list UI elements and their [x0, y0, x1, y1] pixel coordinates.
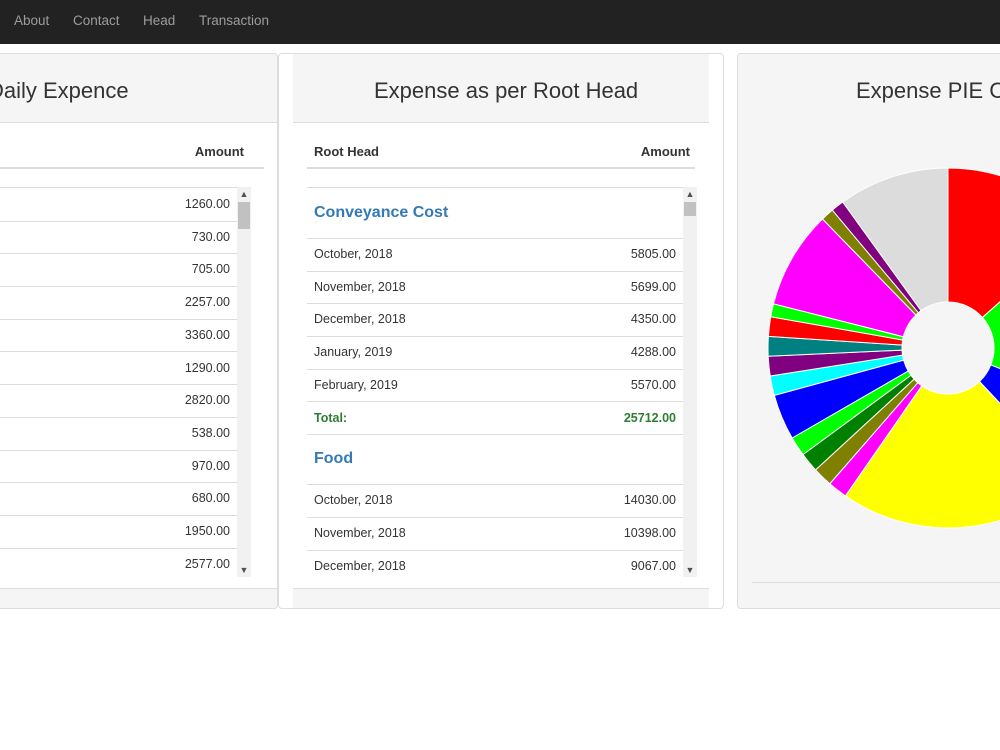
root-head-column-header: Root Head: [314, 144, 379, 159]
row-amount: 1950.00: [184, 524, 230, 538]
daily-expense-row: 538.00: [0, 417, 237, 451]
pie-slice[interactable]: [947, 167, 1000, 319]
daily-expense-row: 3360.00: [0, 319, 237, 353]
expense-pie-chart: [767, 167, 1000, 529]
root-head-expense-list: Conveyance Cost October, 2018 5805.00 Novem…: [307, 187, 683, 578]
row-amount: 2257.00: [184, 295, 230, 310]
row-amount: 5570.00: [630, 377, 676, 392]
daily-expense-row: 970.00: [0, 450, 237, 484]
nav-head-link[interactable]: Head: [143, 13, 176, 28]
daily-expense-row: 1290.00: [0, 352, 237, 386]
panel-title: Expense as per Root Head: [374, 78, 639, 103]
group-header-row: Conveyance Cost: [307, 188, 683, 239]
row-amount: 3360.00: [184, 327, 230, 342]
panel-title: Expense PIE C: [856, 78, 1000, 103]
row-month-label: November, 2018: [314, 525, 406, 540]
month-expense-row: October, 2018 14030.00: [307, 484, 683, 518]
panel-heading: Expense as per Root Head: [293, 54, 709, 123]
scroll-thumb[interactable]: [684, 202, 696, 216]
row-month-label: December, 2018: [314, 312, 406, 327]
row-amount: 680.00: [191, 491, 230, 506]
daily-expense-row: 680.00: [0, 482, 237, 516]
row-month-label: October, 2018: [314, 247, 393, 261]
daily-expense-row: 730.00: [0, 221, 237, 255]
row-month-label: December, 2018: [314, 558, 406, 573]
daily-expense-row: 2257.00: [0, 286, 237, 320]
row-amount: 2577.00: [184, 556, 230, 571]
month-expense-row: December, 2018 4350.00: [307, 303, 683, 338]
daily-expense-row: 705.00: [0, 253, 237, 288]
nav-transaction-link[interactable]: Transaction: [199, 13, 270, 28]
pie-slice[interactable]: [844, 380, 1000, 529]
root-head-expense-panel: Expense as per Root Head Root Head Amoun…: [278, 53, 724, 609]
row-month-label: November, 2018: [314, 279, 406, 294]
row-amount: 730.00: [191, 229, 230, 244]
row-amount: 2820.00: [184, 393, 230, 408]
panel-footer: [0, 588, 277, 608]
daily-scrollbar[interactable]: ▲ ▼: [237, 187, 251, 577]
daily-expense-row: 2820.00: [0, 384, 237, 418]
row-amount: 5805.00: [630, 247, 676, 261]
row-month-label: January, 2019: [314, 345, 393, 360]
daily-expense-row: 1260.00: [0, 188, 237, 222]
daily-expense-list: 1260.00 730.00 705.00 2257.00 3360.00 1290.00…: [0, 187, 237, 578]
row-amount: 4288.00: [630, 345, 676, 360]
amount-column-header: Amount: [640, 144, 690, 159]
scroll-down-arrow-icon[interactable]: ▼: [239, 565, 249, 575]
row-amount: 538.00: [191, 425, 230, 440]
group-title: Food: [314, 450, 354, 468]
panel-heading: Daily Expence: [0, 54, 277, 123]
nav-about-link[interactable]: About: [14, 13, 50, 28]
row-amount: 970.00: [191, 458, 230, 473]
month-expense-row: December, 2018 9067.00: [307, 550, 683, 578]
row-amount: 705.00: [191, 262, 230, 277]
scroll-down-arrow-icon[interactable]: ▼: [685, 565, 695, 575]
month-expense-row: February, 2019 5570.00: [307, 369, 683, 403]
panel-title: Daily Expence: [0, 78, 129, 103]
pie-slice[interactable]: [842, 167, 949, 312]
total-label: Total:: [314, 410, 348, 425]
row-amount: 14030.00: [623, 493, 676, 508]
group-total-row: Total: 25712.00: [307, 402, 683, 436]
nav-contact-link[interactable]: Contact: [73, 13, 120, 28]
pie-slice[interactable]: [978, 364, 1000, 479]
expense-pie-panel: Expense PIE C: [737, 53, 1000, 609]
row-month-label: October, 2018: [314, 493, 393, 508]
header-divider: [0, 167, 264, 169]
row-amount: 1290.00: [184, 360, 230, 375]
daily-expense-row: 1950.00: [0, 515, 237, 549]
total-amount: 25712.00: [623, 410, 676, 425]
month-expense-row: November, 2018 10398.00: [307, 517, 683, 551]
row-amount: 9067.00: [630, 558, 676, 573]
panel-footer: [293, 588, 709, 608]
top-navbar: About Contact Head Transaction: [0, 0, 1000, 44]
amount-column-header: Amount: [194, 144, 244, 159]
pie-slice[interactable]: [981, 229, 1000, 415]
daily-expense-row: 2577.00: [0, 548, 237, 578]
group-header-row: Food: [307, 434, 683, 486]
header-divider: [307, 167, 695, 169]
row-amount: 10398.00: [623, 525, 676, 540]
month-expense-row: January, 2019 4288.00: [307, 336, 683, 370]
group-title: Conveyance Cost: [314, 204, 449, 221]
daily-expense-panel: Daily Expence Amount 1260.00 730.00 705.00…: [0, 53, 278, 609]
month-expense-row: October, 2018 5805.00: [307, 238, 683, 272]
row-amount: 4350.00: [630, 312, 676, 327]
scroll-thumb[interactable]: [238, 202, 250, 229]
root-head-scrollbar[interactable]: ▲ ▼: [683, 187, 697, 577]
row-month-label: February, 2019: [314, 377, 398, 392]
scroll-up-arrow-icon[interactable]: ▲: [239, 189, 249, 199]
month-expense-row: November, 2018 5699.00: [307, 271, 683, 305]
scroll-up-arrow-icon[interactable]: ▲: [685, 189, 695, 199]
row-amount: 1260.00: [184, 197, 230, 211]
chart-footer-divider: [752, 582, 1000, 583]
row-amount: 5699.00: [630, 279, 676, 294]
